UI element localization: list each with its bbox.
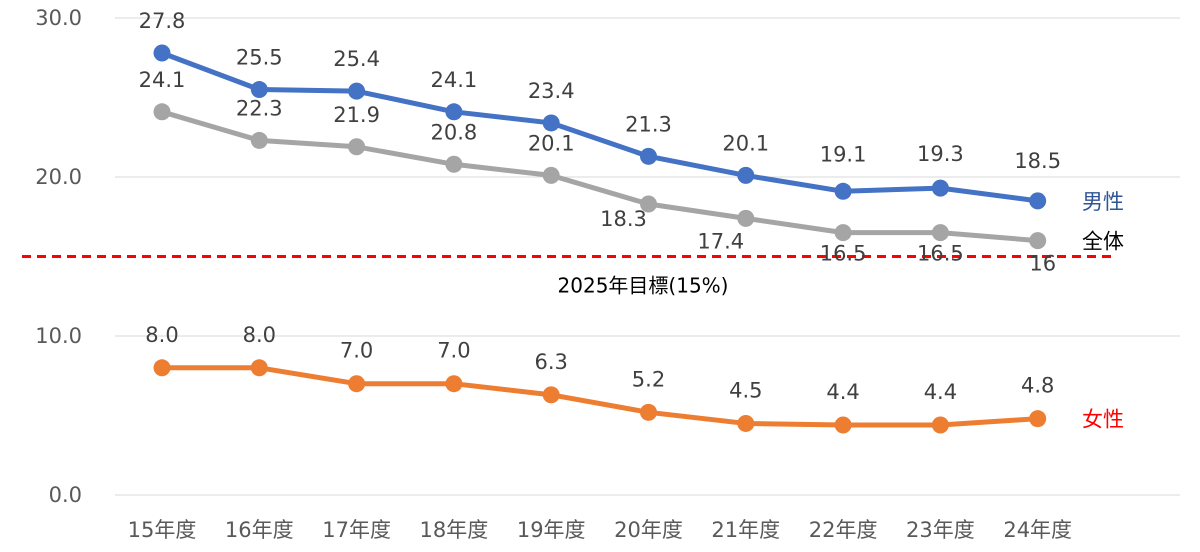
data-point <box>1029 410 1047 428</box>
series-line <box>159 365 1041 428</box>
data-point <box>737 209 755 227</box>
data-point <box>834 182 852 200</box>
data-label: 17.4 <box>697 229 744 253</box>
data-point <box>542 114 560 132</box>
data-point <box>931 179 949 197</box>
data-label: 18.5 <box>1014 149 1061 173</box>
y-tick-label: 0.0 <box>49 483 82 507</box>
data-point <box>931 416 949 434</box>
data-label: 25.5 <box>236 46 283 70</box>
x-tick-label: 22年度 <box>809 518 878 542</box>
x-tick-label: 20年度 <box>614 518 683 542</box>
series-name-label: 全体 <box>1082 230 1124 254</box>
x-tick-label: 19年度 <box>517 518 586 542</box>
data-label: 23.4 <box>528 79 575 103</box>
data-point <box>250 131 268 149</box>
data-point <box>931 224 949 242</box>
data-label: 7.0 <box>437 339 470 363</box>
data-label: 27.8 <box>139 9 186 33</box>
data-point <box>834 416 852 434</box>
target-label: 2025年目標(15%) <box>558 274 729 298</box>
y-tick-label: 30.0 <box>35 6 82 30</box>
data-point <box>348 82 366 100</box>
data-point <box>640 403 657 421</box>
data-point <box>1029 192 1047 210</box>
data-point <box>250 359 268 377</box>
data-point <box>445 375 463 393</box>
data-point <box>348 138 366 156</box>
data-label: 4.5 <box>729 378 762 402</box>
series-name-label: 女性 <box>1082 408 1124 432</box>
y-tick-label: 10.0 <box>35 324 82 348</box>
series-line <box>159 109 1041 244</box>
data-label: 4.4 <box>924 380 957 404</box>
data-label: 4.4 <box>826 380 859 404</box>
data-label: 6.3 <box>534 350 567 374</box>
data-label: 5.2 <box>632 367 665 391</box>
data-point <box>1029 232 1047 250</box>
data-label: 21.3 <box>625 112 672 136</box>
y-tick-label: 20.0 <box>35 165 82 189</box>
data-label: 16.5 <box>917 242 964 266</box>
data-label: 20.8 <box>431 120 478 144</box>
data-point <box>834 224 852 242</box>
data-point <box>737 166 755 184</box>
data-label: 18.3 <box>600 207 647 231</box>
data-point <box>445 103 463 121</box>
data-point <box>348 375 366 393</box>
data-point <box>737 414 755 432</box>
data-point <box>250 81 268 99</box>
data-point <box>542 386 560 404</box>
x-tick-label: 16年度 <box>225 518 294 542</box>
data-point <box>153 359 171 377</box>
data-label: 4.8 <box>1021 374 1054 398</box>
series-name-label: 男性 <box>1082 190 1124 214</box>
data-point <box>640 195 657 213</box>
data-point <box>542 166 560 184</box>
data-label: 24.1 <box>431 68 478 92</box>
series-line <box>159 50 1041 204</box>
data-label: 21.9 <box>333 103 380 127</box>
data-label: 7.0 <box>340 339 373 363</box>
data-label: 19.3 <box>917 142 964 166</box>
x-tick-label: 15年度 <box>128 518 197 542</box>
data-label: 22.3 <box>236 96 283 120</box>
x-tick-label: 18年度 <box>420 518 489 542</box>
data-label: 16 <box>1029 252 1056 276</box>
data-label: 8.0 <box>243 323 276 347</box>
data-point <box>445 155 463 173</box>
data-point <box>640 147 657 165</box>
x-tick-label: 24年度 <box>1003 518 1072 542</box>
data-label: 24.1 <box>139 68 186 92</box>
data-label: 20.1 <box>528 131 575 155</box>
data-label: 20.1 <box>722 131 769 155</box>
x-tick-label: 23年度 <box>906 518 975 542</box>
data-label: 16.5 <box>820 242 867 266</box>
x-tick-label: 21年度 <box>711 518 780 542</box>
data-label: 19.1 <box>820 142 867 166</box>
x-tick-label: 17年度 <box>322 518 391 542</box>
data-point <box>153 103 171 121</box>
data-label: 8.0 <box>145 323 178 347</box>
data-label: 25.4 <box>333 47 380 71</box>
data-point <box>153 44 171 62</box>
